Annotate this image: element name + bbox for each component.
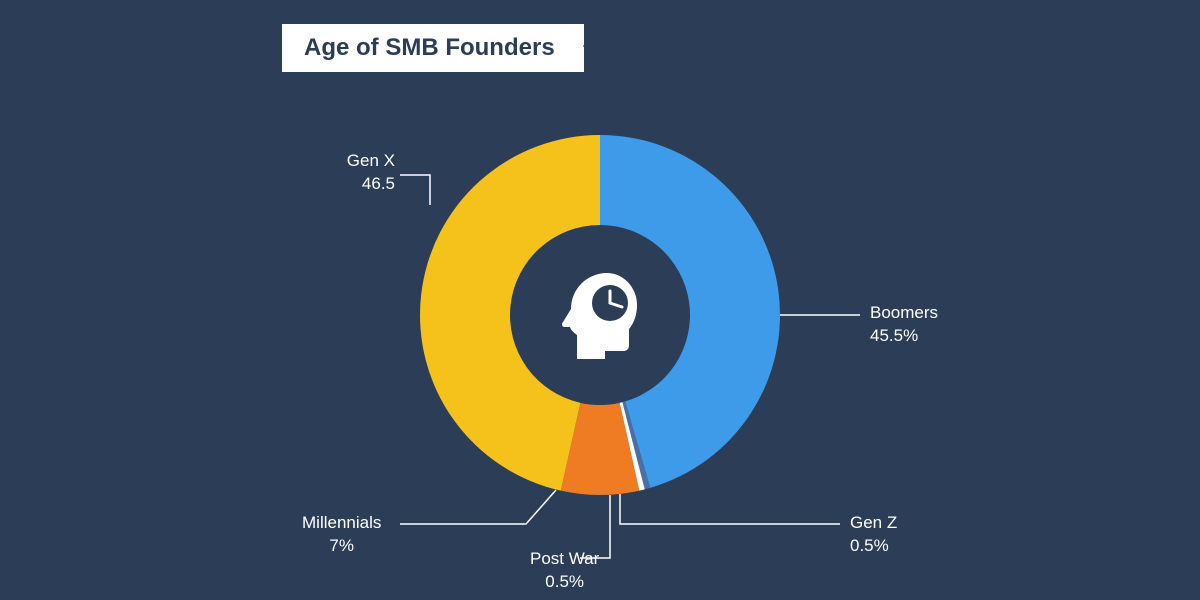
label-millennials: Millennials 7% — [302, 512, 381, 558]
label-genx-name: Gen X — [330, 150, 395, 173]
center-head-clock-icon — [525, 240, 675, 390]
label-postwar-name: Post War — [530, 548, 599, 571]
label-boomers-value: 45.5% — [870, 325, 938, 348]
label-boomers-name: Boomers — [870, 302, 938, 325]
label-postwar: Post War 0.5% — [530, 548, 599, 594]
label-genz-name: Gen Z — [850, 512, 897, 535]
label-millennials-name: Millennials — [302, 512, 381, 535]
label-genz-value: 0.5% — [850, 535, 897, 558]
label-genx: Gen X 46.5 — [330, 150, 395, 196]
label-millennials-value: 7% — [302, 535, 381, 558]
chart-title: Age of SMB Founders — [304, 34, 555, 62]
donut-chart — [400, 115, 800, 515]
title-ribbon: Age of SMB Founders — [282, 24, 583, 72]
label-genz: Gen Z 0.5% — [850, 512, 897, 558]
label-postwar-value: 0.5% — [530, 571, 599, 594]
label-boomers: Boomers 45.5% — [870, 302, 938, 348]
label-genx-value: 46.5 — [330, 173, 395, 196]
